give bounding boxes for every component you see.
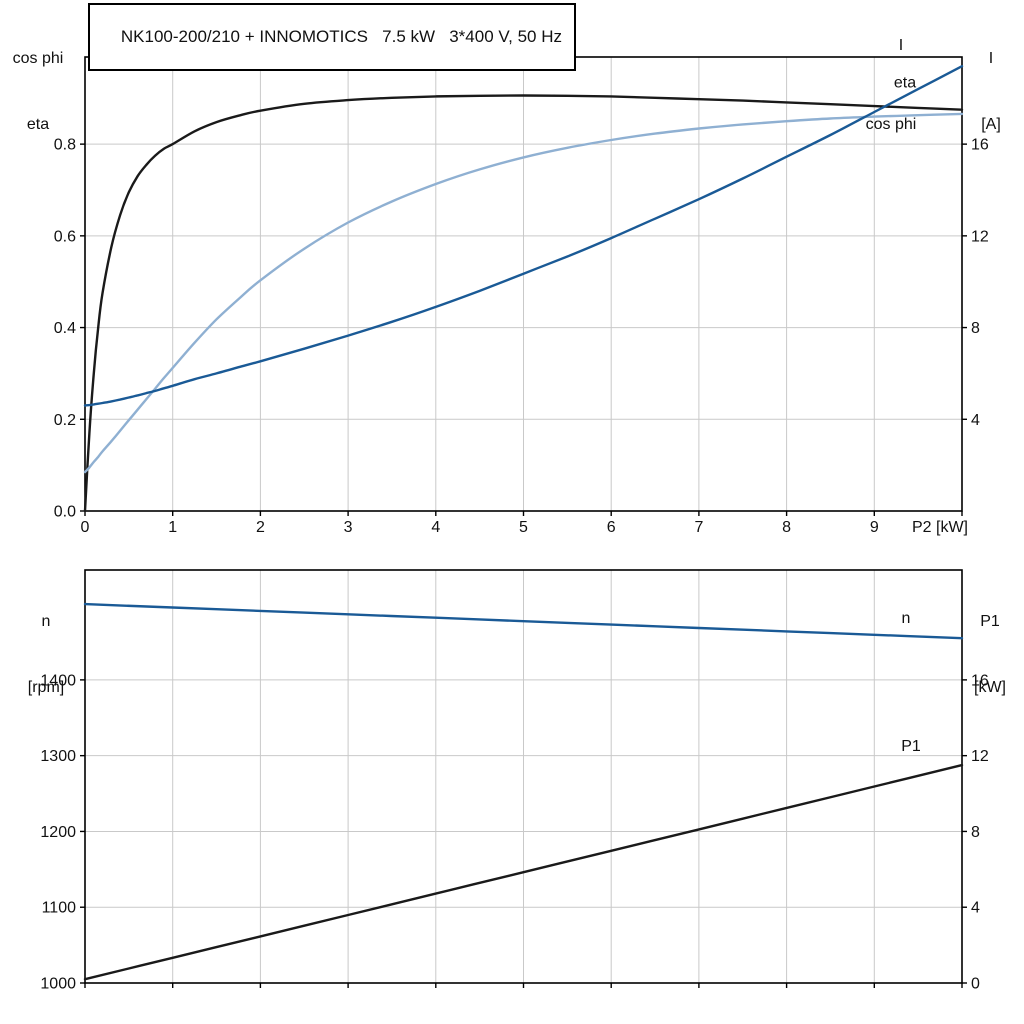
curve-I	[83, 65, 964, 407]
right-tick-label: 12	[971, 748, 989, 765]
left-tick-label: 1000	[40, 976, 76, 993]
right-tick-label: 16	[971, 137, 989, 154]
current-axis-label: I	[988, 50, 994, 67]
x-tick-label: 6	[607, 519, 616, 536]
speed-axis-label: n	[41, 613, 51, 630]
chart-upper: 0 1 2 3 4 5 6 7 8 9 P2 [kW]0.00.20.40.60.8481216et…	[54, 37, 989, 536]
cos-phi-axis-label: cos phi	[12, 50, 64, 67]
left-tick-label: 0.6	[54, 228, 76, 245]
left-tick-label: 1100	[42, 900, 77, 917]
chart-title-box: NK100-200/210 + INNOMOTICS 7.5 kW 3*400 …	[88, 3, 577, 71]
curve-P1	[83, 763, 964, 981]
x-tick-label: 4	[431, 519, 440, 536]
curve-n	[83, 602, 964, 640]
eta-axis-label: eta	[26, 116, 50, 133]
x-tick-label: 1	[168, 519, 177, 536]
upper-left-axis-label: cos phi eta	[6, 4, 70, 180]
left-tick-label: 0.0	[54, 504, 76, 521]
x-tick-label: 3	[344, 519, 353, 536]
chart-lower: 1000 1100 1200 1300 1400 0 4 8 12 16 n P1	[40, 569, 989, 993]
x-tick-label: 8	[782, 519, 791, 536]
right-tick-label: 0	[971, 976, 980, 993]
p1-axis-label: P1	[980, 613, 1000, 630]
upper-right-axis-label: I [A]	[962, 4, 1020, 180]
curve-label-n: n	[902, 610, 911, 627]
lower-left-axis-label: n [rpm]	[14, 567, 78, 743]
chart-title: NK100-200/210 + INNOMOTICS 7.5 kW 3*400 …	[120, 27, 563, 46]
left-tick-label: 0.4	[54, 320, 76, 337]
left-tick-label: 0.2	[54, 412, 76, 429]
left-tick-label: 0.8	[54, 137, 76, 154]
curve-label-I: I	[899, 37, 903, 54]
x-tick-label: 9	[870, 519, 879, 536]
current-axis-unit: [A]	[981, 116, 1001, 133]
right-tick-label: 8	[971, 320, 980, 337]
x-axis-unit-label: P2 [kW]	[912, 519, 968, 536]
x-tick-label: 2	[256, 519, 265, 536]
curve-label-cos-phi: cos phi	[866, 116, 917, 133]
x-tick-label: 5	[519, 519, 528, 536]
x-tick-label: 7	[694, 519, 703, 536]
curve-cos-phi	[83, 112, 964, 474]
right-tick-label: 4	[971, 900, 980, 917]
left-tick-label: 1300	[40, 748, 76, 765]
curve-eta	[83, 94, 964, 513]
right-tick-label: 12	[971, 228, 989, 245]
right-tick-label: 16	[971, 672, 989, 689]
speed-axis-unit: [rpm]	[27, 679, 65, 696]
curve-label-P1: P1	[901, 738, 921, 755]
right-tick-label: 8	[971, 824, 980, 841]
p1-axis-unit: [kW]	[974, 679, 1006, 696]
left-tick-label: 1200	[40, 824, 76, 841]
x-tick-label: 0	[81, 519, 90, 536]
left-tick-label: 1400	[40, 672, 76, 689]
curve-label-eta: eta	[894, 75, 916, 92]
right-tick-label: 4	[971, 412, 980, 429]
lower-right-axis-label: P1 [kW]	[960, 567, 1020, 743]
